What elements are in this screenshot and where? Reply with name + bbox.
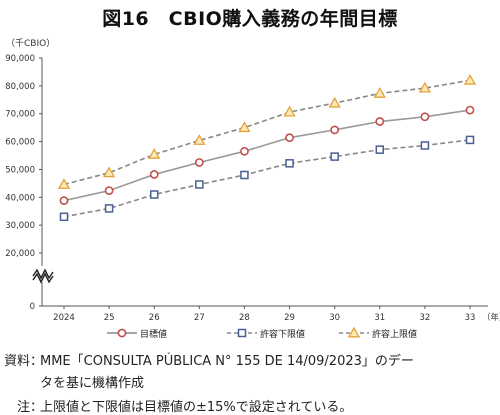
point-許容上限値	[418, 81, 432, 93]
point-目標値	[194, 158, 204, 167]
x-unit-label: （年）	[482, 312, 500, 323]
x-tick-label: 32	[419, 313, 430, 323]
point-目標値	[420, 112, 430, 122]
y-tick-label: 30,000	[5, 221, 35, 231]
point-目標値	[285, 133, 294, 143]
series-line-許容下限値	[63, 139, 471, 218]
point-許容上限値	[102, 166, 116, 178]
x-tick-label: 25	[104, 313, 115, 323]
y-tick-label: 20,000	[5, 249, 35, 259]
legend-label: 許容下限値	[260, 330, 306, 340]
point-許容下限値	[465, 135, 475, 145]
point-目標値	[59, 196, 69, 206]
y-tick-label: 70,000	[5, 110, 35, 120]
line-chart: 90,000 80,000 70,000 60,000 50,000 40,000 30,0…	[5, 54, 500, 323]
footnote-text: 上限値と下限値は目標値の±15%で設定されている。	[40, 400, 353, 415]
series-markers	[57, 73, 477, 222]
x-tick-labels: 2024 25 26 27 28 29 30 31 32 33	[53, 306, 475, 323]
y-unit-label: （千CBIO）	[6, 39, 56, 49]
point-目標値	[465, 105, 475, 115]
y-tick-label: 80,000	[5, 82, 35, 92]
source-line-2: タを基に機構作成	[40, 376, 145, 391]
series-line-目標値	[63, 109, 471, 202]
x-tick-label: 29	[284, 313, 295, 323]
y-tick-label: 0	[30, 302, 35, 312]
point-許容上限値	[328, 96, 341, 108]
point-許容上限値	[148, 148, 161, 159]
x-tick-label: 30	[329, 313, 340, 323]
point-許容上限値	[347, 326, 361, 338]
point-許容上限値	[193, 134, 206, 145]
y-tick-label: 60,000	[5, 138, 35, 148]
point-許容下限値	[375, 145, 385, 154]
point-許容下限値	[237, 328, 247, 338]
legend-symbol	[107, 328, 137, 338]
point-許容下限値	[195, 180, 204, 189]
x-tick-label: 33	[465, 313, 476, 323]
point-許容下限値	[330, 152, 339, 161]
chart-axes	[32, 58, 488, 307]
x-tick-label: 2024	[53, 313, 75, 323]
point-許容下限値	[59, 212, 69, 222]
source-line-1: MME「CONSULTA PÚBLICA N° 155 DE 14/09/202…	[40, 354, 414, 369]
legend-symbol	[227, 328, 257, 338]
x-tick-label: 26	[149, 313, 160, 323]
point-許容下限値	[149, 190, 159, 199]
point-許容下限値	[285, 159, 294, 168]
point-目標値	[240, 146, 249, 156]
point-目標値	[375, 117, 385, 126]
point-許容上限値	[57, 178, 71, 189]
x-tick-label: 27	[194, 313, 205, 323]
point-許容上限値	[238, 121, 251, 133]
axis-break-mark	[32, 268, 54, 280]
point-許容上限値	[463, 73, 477, 85]
point-目標値	[117, 328, 127, 338]
source-label: 資料：	[4, 354, 44, 369]
footnote-label: 注：	[17, 400, 44, 415]
legend-label: 目標値	[140, 330, 168, 340]
point-許容上限値	[283, 105, 296, 117]
point-目標値	[330, 125, 340, 135]
axis-break-mark	[32, 272, 54, 284]
legend-symbol	[339, 326, 369, 338]
y-tick-label: 90,000	[5, 54, 35, 64]
y-tick-labels: 90,000 80,000 70,000 60,000 50,000 40,000 30,0…	[5, 54, 42, 312]
y-tick-label: 40,000	[5, 193, 35, 203]
legend-label: 許容上限値	[372, 330, 418, 340]
chart-title: 図16 CBIO購入義務の年間目標	[102, 8, 398, 30]
series-line-許容上限値	[63, 79, 471, 186]
point-許容下限値	[240, 170, 249, 180]
point-目標値	[149, 170, 159, 179]
point-許容下限値	[104, 204, 114, 213]
point-許容上限値	[373, 87, 386, 98]
chart-legend: 目標値 許容下限値 許容上限値	[0, 326, 500, 342]
x-tick-label: 28	[239, 313, 250, 323]
series-lines	[63, 79, 471, 218]
point-許容下限値	[420, 141, 430, 150]
x-tick-label: 31	[374, 313, 385, 323]
point-目標値	[104, 186, 114, 195]
y-tick-label: 50,000	[5, 165, 35, 175]
